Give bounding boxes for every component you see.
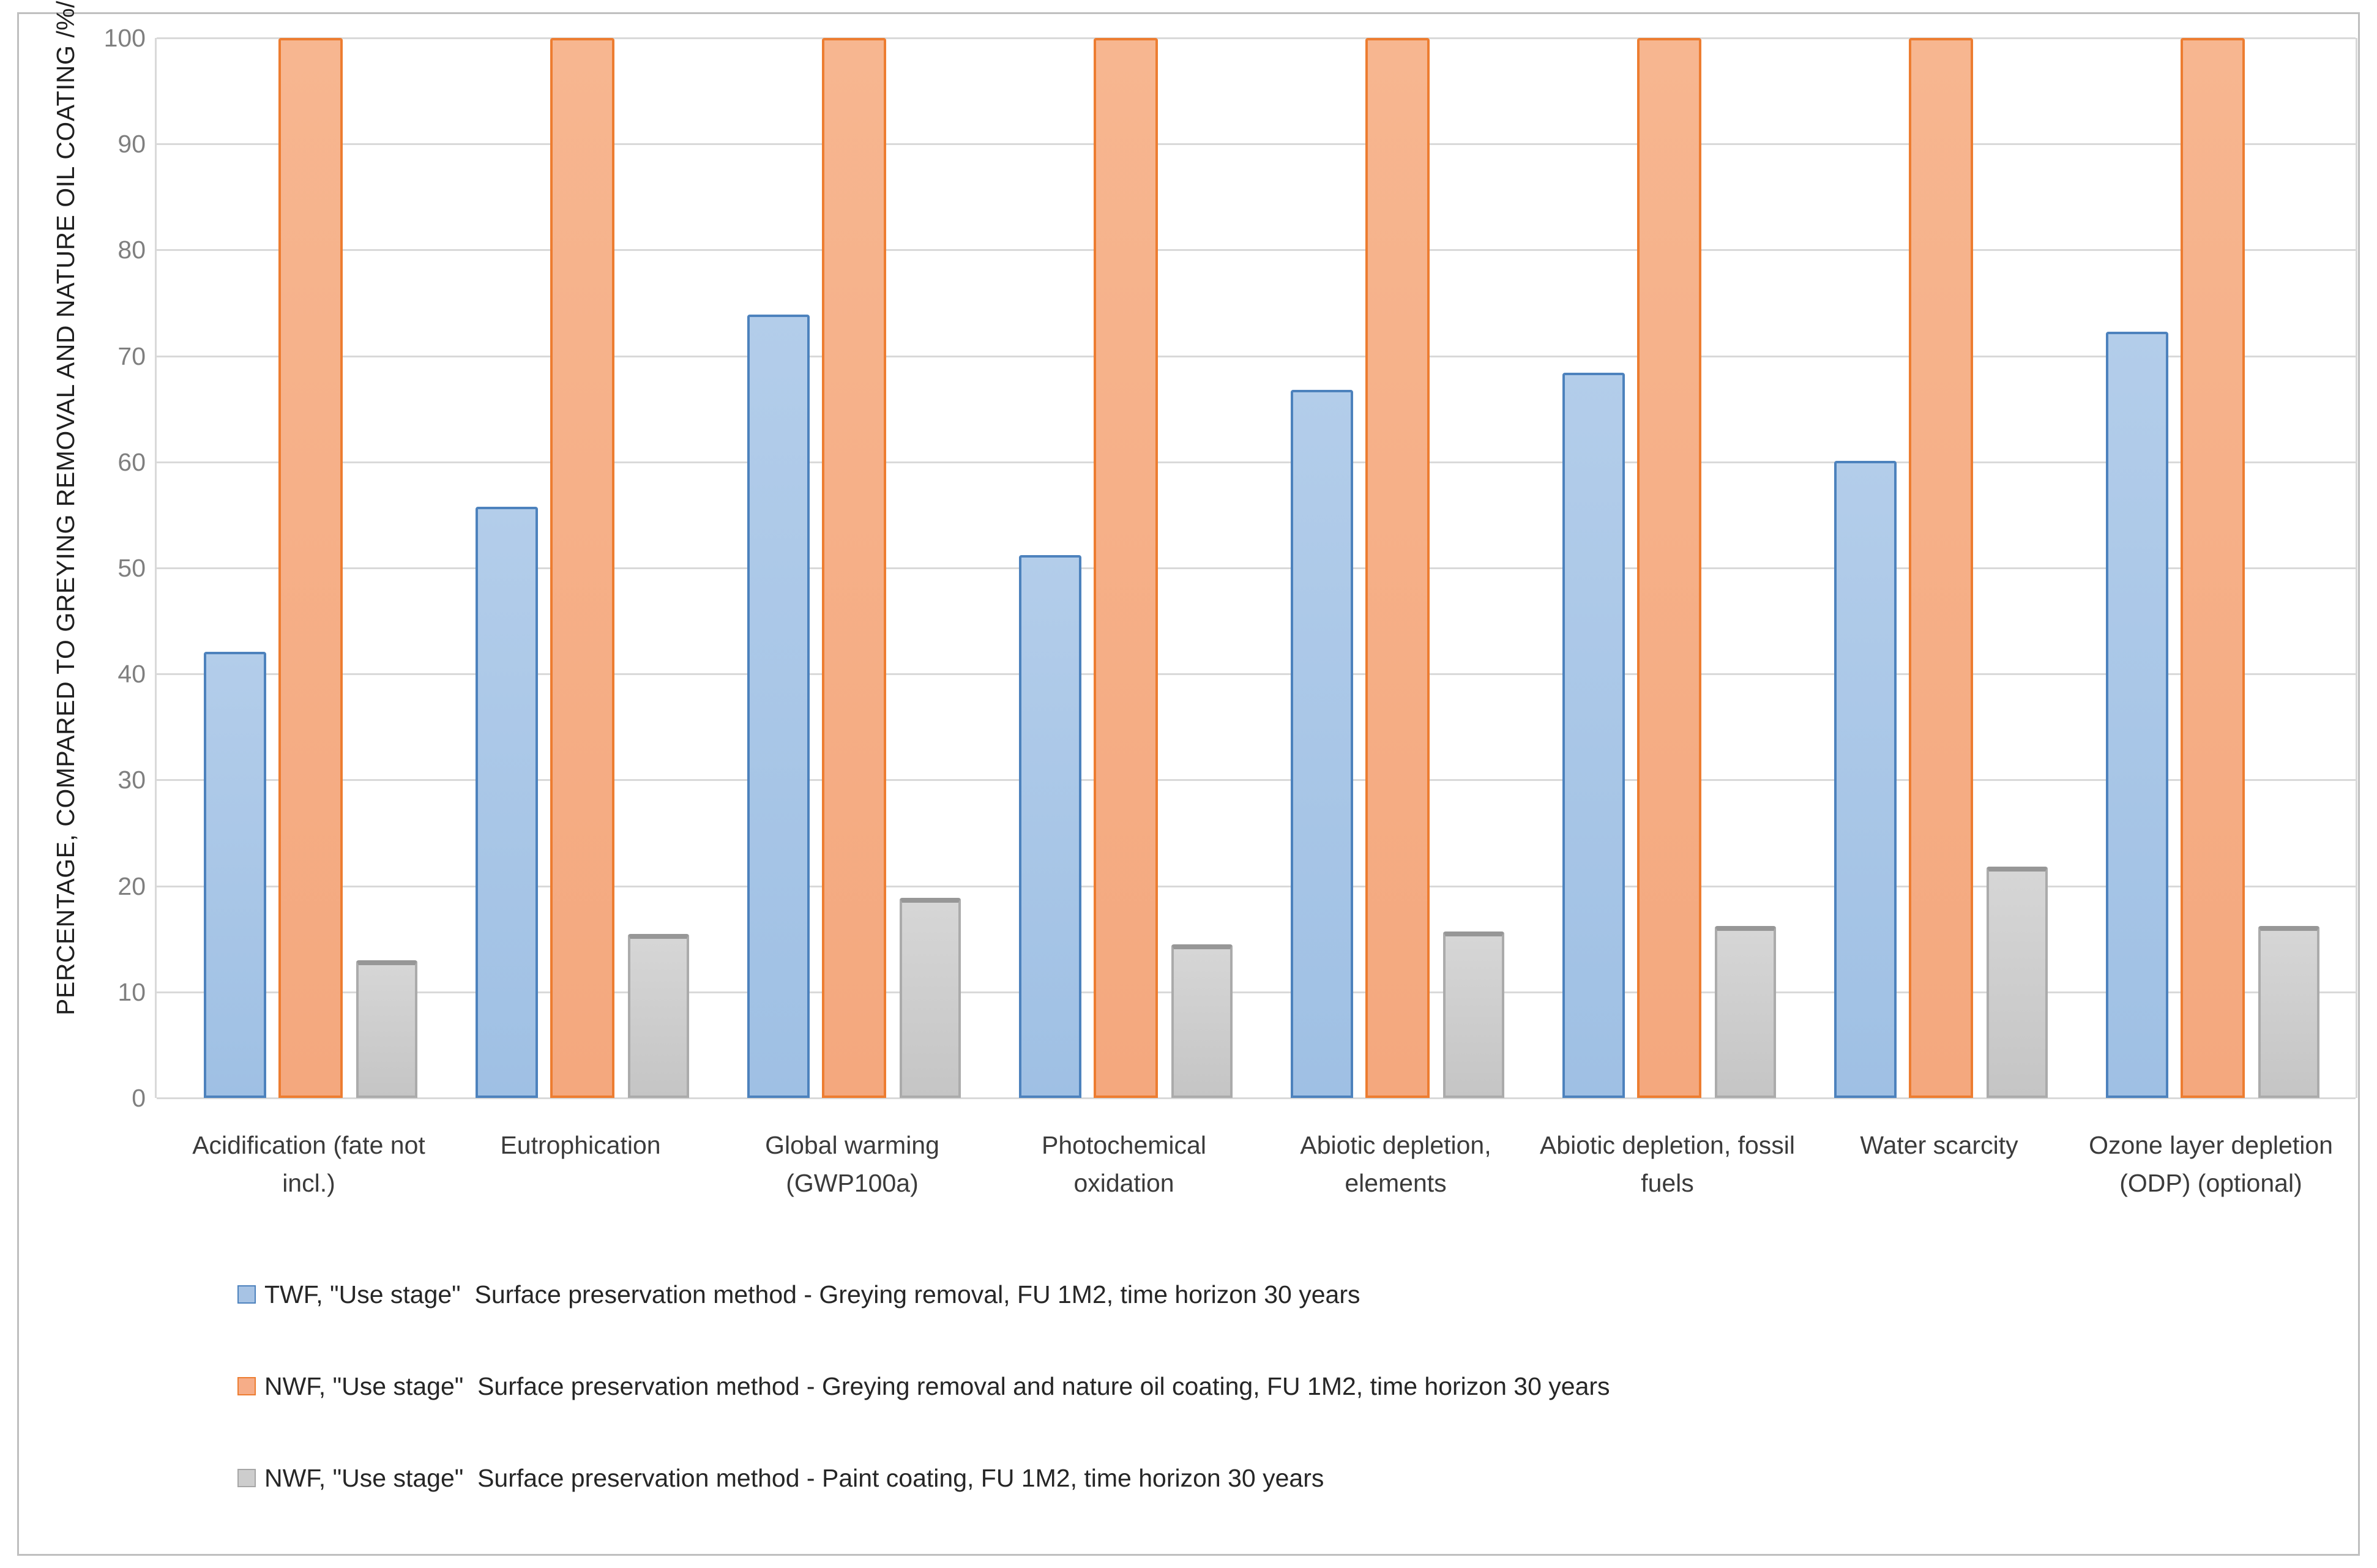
- x-category-label-4: Photochemical oxidation: [1042, 1131, 1206, 1197]
- x-category-label-7: Water scarcity: [1860, 1131, 2018, 1159]
- legend-swatch-icon: [237, 1469, 256, 1487]
- bar-series1-4: [1019, 555, 1081, 1098]
- y-tick-label-10: 10: [118, 977, 146, 1006]
- x-category-label-5: Abiotic depletion, elements: [1300, 1131, 1491, 1197]
- legend-swatch-icon: [237, 1377, 256, 1395]
- bar-series1-3: [747, 315, 810, 1098]
- bar-series3-7: [1987, 867, 2048, 1098]
- bar-series2-4: [1094, 38, 1158, 1098]
- bar-series1-2: [476, 506, 538, 1098]
- gridline-80: [157, 249, 2356, 252]
- y-tick-label-90: 90: [118, 130, 146, 159]
- bar-series1-6: [1562, 373, 1625, 1098]
- gridline-20: [157, 885, 2356, 887]
- y-tick-label-70: 70: [118, 342, 146, 370]
- x-category-label-6: Abiotic depletion, fossil fuels: [1539, 1131, 1796, 1197]
- legend-item-3: NWF, "Use stage" Surface preservation me…: [237, 1462, 1324, 1495]
- bar-series3-6: [1715, 926, 1776, 1098]
- bar-series2-7: [1909, 38, 1973, 1098]
- bar-series3-8: [2258, 926, 2319, 1098]
- y-tick-label-100: 100: [103, 24, 146, 52]
- x-category-label-8: Ozone layer depletion (ODP) (optional): [2089, 1131, 2333, 1197]
- y-tick-label-40: 40: [118, 660, 146, 689]
- bar-series3-5: [1443, 931, 1504, 1098]
- plot-area: [155, 37, 2357, 1099]
- gridline-10: [157, 991, 2356, 993]
- gridline-70: [157, 355, 2356, 357]
- bar-series3-2: [628, 933, 689, 1098]
- gridline-30: [157, 779, 2356, 782]
- x-category-label-1: Acidification (fate not incl.): [192, 1131, 425, 1197]
- y-tick-label-30: 30: [118, 766, 146, 794]
- bar-series2-5: [1365, 38, 1430, 1098]
- gridline-90: [157, 143, 2356, 146]
- bar-series1-1: [204, 651, 266, 1098]
- legend-item-1: TWF, "Use stage" Surface preservation me…: [237, 1278, 1360, 1311]
- x-category-label-3: Global warming (GWP100a): [765, 1131, 939, 1197]
- legend-label: NWF, "Use stage" Surface preservation me…: [264, 1463, 1324, 1492]
- bar-series3-3: [900, 897, 961, 1098]
- x-category-label-2: Eutrophication: [500, 1131, 661, 1159]
- legend-swatch-icon: [237, 1285, 256, 1304]
- bar-series3-1: [356, 960, 417, 1098]
- y-tick-label-60: 60: [118, 447, 146, 476]
- gridline-50: [157, 567, 2356, 569]
- bar-series2-1: [278, 38, 343, 1098]
- y-tick-label-0: 0: [132, 1084, 146, 1112]
- bar-series1-7: [1834, 461, 1897, 1098]
- legend-label: NWF, "Use stage" Surface preservation me…: [264, 1372, 1610, 1400]
- gridline-40: [157, 673, 2356, 676]
- y-tick-label-20: 20: [118, 872, 146, 900]
- bar-series1-8: [2106, 331, 2168, 1098]
- gridline-60: [157, 461, 2356, 463]
- bar-series2-6: [1637, 38, 1701, 1098]
- bar-series2-2: [550, 38, 614, 1098]
- gridline-100: [157, 37, 2356, 39]
- legend-label: TWF, "Use stage" Surface preservation me…: [264, 1280, 1360, 1309]
- bar-series2-8: [2181, 38, 2245, 1098]
- bar-series1-5: [1291, 390, 1353, 1098]
- y-tick-label-80: 80: [118, 236, 146, 264]
- gridline-0: [157, 1097, 2356, 1099]
- bar-series2-3: [822, 38, 886, 1098]
- y-tick-label-50: 50: [118, 554, 146, 582]
- bar-series3-4: [1171, 944, 1233, 1098]
- legend-item-2: NWF, "Use stage" Surface preservation me…: [237, 1370, 1610, 1403]
